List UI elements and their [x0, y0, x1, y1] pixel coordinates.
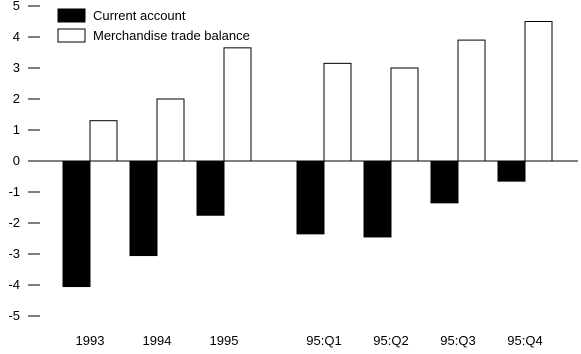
bar-merchandise-trade-balance-0	[89, 120, 118, 162]
x-category-label: 1993	[76, 333, 105, 348]
bar-current-account-1	[129, 160, 158, 257]
bar-merchandise-trade-balance-3	[323, 62, 352, 162]
bar-current-account-5	[430, 160, 459, 204]
legend-swatch-merchandise-trade-balance	[57, 28, 86, 43]
y-axis: 5 4 3 2 1 0 -1 -2 -3 -4 -5	[8, 0, 40, 323]
y-tick-label: -3	[8, 246, 20, 261]
y-tick-label: 5	[13, 0, 20, 13]
legend: Current account Merchandise trade balanc…	[57, 8, 250, 43]
bar-current-account-6	[497, 160, 526, 182]
bar-merchandise-trade-balance-5	[457, 39, 486, 162]
x-category-label: 95:Q1	[306, 333, 341, 348]
x-axis-labels: 1993 1994 1995 95:Q1 95:Q2 95:Q3 95:Q4	[76, 333, 543, 348]
bar-merchandise-trade-balance-4	[390, 67, 419, 162]
y-tick-label: 1	[13, 122, 20, 137]
bar-current-account-0	[62, 160, 91, 288]
x-category-label: 95:Q2	[373, 333, 408, 348]
y-tick-label: -4	[8, 277, 20, 292]
bar-merchandise-trade-balance-6	[524, 21, 553, 162]
legend-label-current-account: Current account	[93, 8, 186, 23]
legend-label-merchandise-trade-balance: Merchandise trade balance	[93, 28, 250, 43]
y-tick-label: 4	[13, 29, 20, 44]
bars	[62, 21, 553, 288]
bar-current-account-2	[196, 160, 225, 216]
y-tick-label: -5	[8, 308, 20, 323]
y-tick-label: 0	[13, 153, 20, 168]
x-category-label: 1994	[143, 333, 172, 348]
x-category-label: 95:Q4	[507, 333, 542, 348]
bar-current-account-4	[363, 160, 392, 238]
y-tick-label: -1	[8, 184, 20, 199]
x-category-label: 1995	[210, 333, 239, 348]
y-tick-label: 2	[13, 91, 20, 106]
legend-swatch-current-account	[57, 8, 86, 23]
y-tick-label: 3	[13, 60, 20, 75]
y-tick-label: -2	[8, 215, 20, 230]
x-category-label: 95:Q3	[440, 333, 475, 348]
bar-merchandise-trade-balance-1	[156, 98, 185, 162]
bar-current-account-3	[296, 160, 325, 235]
bar-merchandise-trade-balance-2	[223, 47, 252, 162]
